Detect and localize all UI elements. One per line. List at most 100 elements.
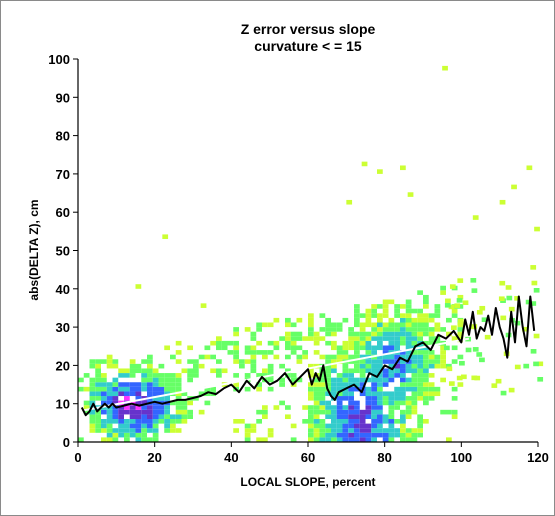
density-cell <box>446 331 452 337</box>
density-cell <box>135 414 142 420</box>
density-cell <box>319 419 326 424</box>
density-cell <box>371 359 377 364</box>
density-cell <box>325 317 331 323</box>
density-cell <box>313 419 320 424</box>
density-cell <box>164 419 170 424</box>
density-cell <box>423 340 429 346</box>
density-cell <box>377 414 383 420</box>
density-cell <box>273 345 280 351</box>
density-cell <box>394 322 400 328</box>
density-cell <box>354 345 360 351</box>
running-mean-line <box>80 295 536 417</box>
density-cell <box>428 327 435 332</box>
density-cell <box>181 400 188 406</box>
density-cell <box>457 331 464 337</box>
density-cell <box>89 419 96 424</box>
density-cell <box>302 336 308 341</box>
density-cell <box>152 437 159 442</box>
density-cell <box>382 391 389 397</box>
x-tick-label: 0 <box>74 450 81 465</box>
density-cell <box>221 340 228 346</box>
density-cell <box>331 409 337 415</box>
density-cell <box>354 317 360 323</box>
density-cell <box>423 350 429 355</box>
density-cell <box>359 428 366 433</box>
density-cell <box>342 373 349 378</box>
density-cell <box>325 322 331 328</box>
density-cell <box>285 368 291 374</box>
density-cell <box>147 414 153 420</box>
density-cell <box>175 359 182 364</box>
density-cell <box>89 423 96 429</box>
density-cell <box>400 331 406 337</box>
density-cell <box>388 405 395 410</box>
density-cell <box>89 396 96 401</box>
density-cell <box>354 308 360 314</box>
density-cell <box>290 423 297 429</box>
density-cell <box>158 405 165 410</box>
density-cell <box>342 437 349 442</box>
density-cell <box>290 322 297 328</box>
density-cell <box>342 391 349 397</box>
density-cell <box>428 354 435 360</box>
density-cell <box>530 348 537 354</box>
density-cell <box>382 308 389 314</box>
density-cell <box>417 373 423 378</box>
density-cell <box>319 373 326 378</box>
density-cell <box>434 363 441 369</box>
density-cell <box>336 405 343 410</box>
density-cell <box>400 359 406 364</box>
density-cell <box>319 336 326 341</box>
density-cell <box>193 363 199 369</box>
density-cell <box>106 432 113 438</box>
density-cell <box>325 432 331 438</box>
density-cell <box>101 400 107 406</box>
density-cell <box>405 409 412 415</box>
density-cell <box>164 345 170 351</box>
density-cell <box>491 383 498 388</box>
density-cell <box>244 373 251 378</box>
density-cell <box>147 354 153 360</box>
density-cell <box>417 290 423 295</box>
density-cell <box>342 409 349 415</box>
density-cell <box>400 400 406 406</box>
density-cell <box>440 285 446 291</box>
density-cell <box>331 428 337 433</box>
density-cell <box>164 405 170 410</box>
density-cell <box>95 359 101 364</box>
density-cell <box>112 414 119 420</box>
density-cell <box>394 368 400 374</box>
density-cell <box>336 437 343 442</box>
density-cell <box>331 327 337 332</box>
density-cell <box>411 368 418 374</box>
density-cell <box>302 405 308 410</box>
density-cell <box>158 363 165 369</box>
density-cell <box>313 340 320 346</box>
density-cell <box>290 336 297 341</box>
x-tick-label: 40 <box>224 450 238 465</box>
density-cell <box>423 396 429 401</box>
density-cell <box>147 437 153 442</box>
density-cell <box>319 405 326 410</box>
density-cell <box>394 327 400 332</box>
density-cell <box>400 368 406 374</box>
density-cell <box>451 414 458 420</box>
density-cell <box>170 419 176 424</box>
density-cell <box>365 336 372 341</box>
density-cell <box>354 400 360 406</box>
density-cell <box>101 377 107 383</box>
density-cell <box>135 419 142 424</box>
density-cell <box>423 419 429 424</box>
density-cell <box>216 336 222 341</box>
density-cell <box>411 317 418 323</box>
outlier-point <box>511 184 517 190</box>
density-cell <box>411 396 418 401</box>
density-cell <box>405 313 412 318</box>
density-cell <box>118 432 124 438</box>
density-cell <box>354 432 360 438</box>
density-cell <box>158 373 165 378</box>
density-cell <box>371 350 377 355</box>
density-cell <box>193 373 199 378</box>
density-cell <box>187 377 193 383</box>
